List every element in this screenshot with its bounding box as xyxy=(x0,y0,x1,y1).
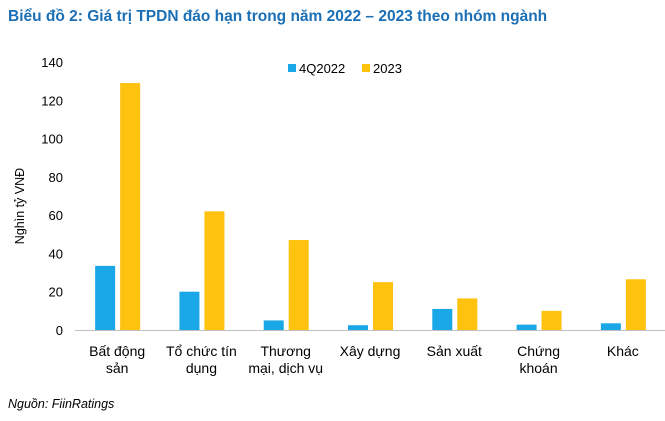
source-note: Nguồn: FiinRatings xyxy=(8,397,115,411)
y-tick-label: 100 xyxy=(41,132,63,147)
x-tick-label: Sản xuất xyxy=(427,343,482,359)
bar-2023 xyxy=(541,310,562,330)
y-tick-label: 80 xyxy=(49,170,63,185)
bar-4Q2022 xyxy=(348,325,368,330)
x-tick-label: mại, dịch vụ xyxy=(248,360,323,376)
y-tick-label: 20 xyxy=(49,285,63,300)
y-tick-label: 60 xyxy=(49,208,63,223)
x-tick-label: Thương xyxy=(260,343,310,359)
x-tick-label: Khác xyxy=(607,343,639,359)
legend-swatch xyxy=(288,64,296,72)
y-tick-label: 120 xyxy=(41,93,63,108)
bar-4Q2022 xyxy=(179,291,200,330)
bar-2023 xyxy=(457,298,478,330)
legend-swatch xyxy=(362,64,370,72)
bar-2023 xyxy=(288,240,309,330)
x-tick-label: Tổ chức tín xyxy=(166,343,237,359)
bar-2023 xyxy=(373,282,393,330)
x-tick-label: dụng xyxy=(186,360,217,376)
bar-4Q2022 xyxy=(432,308,453,330)
legend-label: 2023 xyxy=(373,61,402,76)
y-tick-label: 40 xyxy=(49,246,63,261)
legend-label: 4Q2022 xyxy=(299,61,345,76)
bar-2023 xyxy=(120,83,141,330)
y-axis-label: Nghìn tỷ VNĐ xyxy=(13,168,27,244)
x-tick-label: khoán xyxy=(519,360,557,376)
bar-4Q2022 xyxy=(516,324,537,330)
chart-title: Biểu đồ 2: Giá trị TPDN đáo hạn trong nă… xyxy=(8,8,548,25)
bar-4Q2022 xyxy=(600,323,621,330)
bar-4Q2022 xyxy=(95,265,116,330)
bar-2023 xyxy=(625,279,646,330)
x-tick-label: Xây dựng xyxy=(340,343,401,359)
x-tick-label: sản xyxy=(106,360,129,376)
bar-4Q2022 xyxy=(263,320,284,330)
x-tick-label: Bất động xyxy=(89,343,145,359)
y-tick-label: 140 xyxy=(41,55,63,70)
y-tick-label: 0 xyxy=(56,323,63,338)
x-tick-label: Chứng xyxy=(517,343,560,359)
bar-2023 xyxy=(204,211,225,330)
